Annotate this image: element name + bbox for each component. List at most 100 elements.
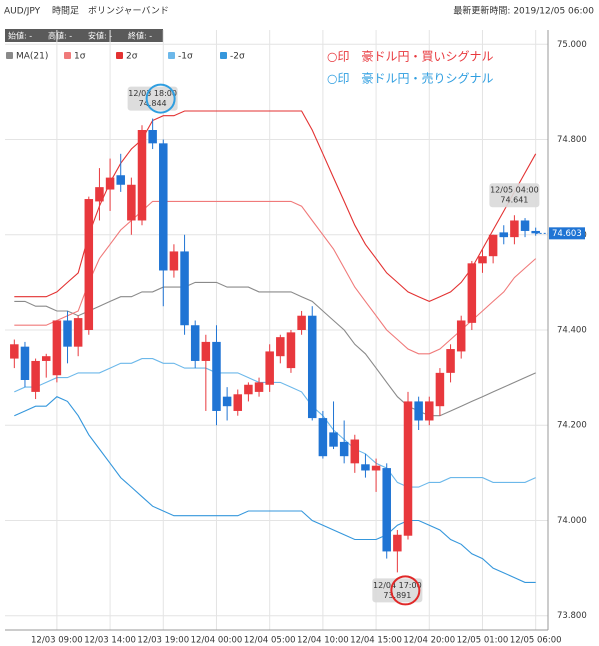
y-tick-label: 75.000 (557, 40, 587, 50)
candle-body (222, 396, 232, 407)
candle-body (510, 220, 519, 238)
x-tick-label: 12/03 19:00 (137, 636, 189, 646)
candle-body (276, 337, 285, 357)
candle-body (350, 439, 360, 464)
candle-body (10, 344, 19, 359)
callout-box (127, 86, 178, 111)
candle-body (73, 318, 83, 347)
update-time: 最新更新時間: 2019/12/05 06:00 (453, 5, 594, 17)
x-tick-label: 12/03 09:00 (31, 636, 83, 646)
last-price-label: 74.603 (552, 229, 582, 239)
legend-label: MA(21) (16, 52, 48, 62)
candle-body (254, 382, 264, 392)
candle-body (520, 220, 530, 231)
legend-label: 2σ (126, 52, 138, 62)
candle-body (180, 251, 189, 326)
candle-body (286, 332, 296, 369)
legend-label: 1σ (74, 52, 86, 62)
band-line (14, 281, 536, 417)
band-line (14, 200, 537, 355)
candle-body (31, 360, 40, 392)
candle-body (137, 130, 147, 221)
candle-body (265, 351, 274, 385)
candle-body (478, 256, 487, 264)
legend-swatch (6, 52, 13, 59)
candle-body (233, 394, 243, 411)
signal-note: ○印 豪ドル円・買いシグナル (327, 49, 493, 64)
candle-body (339, 441, 349, 457)
band-line (14, 358, 536, 488)
candle-body (20, 346, 30, 380)
candle-body (371, 465, 381, 471)
candle-body (382, 468, 391, 552)
y-tick-label: 74.000 (557, 516, 587, 526)
candle-body (307, 315, 317, 419)
callout-price: 73.891 (383, 591, 411, 600)
signal-circle (390, 575, 421, 606)
callout-price: 74.641 (500, 196, 528, 205)
y-tick-label: 73.800 (557, 611, 587, 621)
info-label: 高値: - (48, 31, 72, 41)
x-tick-label: 12/04 00:00 (191, 636, 243, 646)
legend-label: -2σ (230, 52, 245, 62)
callout-time: 12/05 04:00 (490, 186, 539, 195)
info-label: 終値: - (128, 31, 152, 41)
candle-body (456, 320, 466, 352)
callout-time: 12/03 18:00 (128, 89, 177, 98)
x-tick-label: 12/04 20:00 (403, 636, 455, 646)
candle-body (190, 325, 200, 361)
legend-swatch (168, 52, 175, 59)
chart-title: AUD/JPY (4, 7, 41, 17)
candle-body (84, 199, 94, 330)
x-tick-label: 12/05 01:00 (457, 636, 509, 646)
candle-body (414, 401, 423, 421)
candle-body (467, 263, 477, 323)
signal-circle (145, 83, 176, 114)
candle-body (393, 534, 402, 552)
info-label: 始値: - (8, 31, 32, 41)
callout-price: 74.844 (139, 99, 167, 108)
candle-body (488, 234, 498, 257)
last-price-box (549, 227, 585, 240)
candle-body (446, 349, 455, 373)
candle-body (105, 177, 115, 190)
legend-swatch (64, 52, 71, 59)
candle-body (201, 341, 211, 361)
x-tick-label: 12/03 14:00 (84, 636, 136, 646)
candle-body (425, 401, 434, 421)
candle-body (403, 401, 413, 536)
callout-box (489, 183, 540, 208)
legend-label: -1σ (178, 52, 193, 62)
candle-body (499, 232, 509, 238)
candle-body (41, 356, 51, 361)
x-tick-label: 12/04 05:00 (244, 636, 296, 646)
candle-body (95, 187, 104, 202)
x-tick-label: 12/05 06:00 (510, 636, 562, 646)
y-tick-label: 74.400 (557, 326, 587, 336)
candle-body (244, 384, 253, 395)
candle-body (297, 315, 306, 330)
candle-body (361, 464, 370, 471)
candle-body (531, 230, 540, 234)
legend-swatch (220, 52, 227, 59)
candle-body (435, 372, 445, 407)
signal-note: ○印 豪ドル円・売りシグナル (327, 71, 493, 86)
info-label: 安値: - (88, 31, 112, 41)
y-tick-label: 74.200 (557, 421, 587, 431)
candle-body (212, 341, 221, 411)
candle-body (52, 320, 62, 376)
candle-body (63, 320, 72, 347)
candle-body (169, 251, 179, 271)
candle-body (318, 418, 328, 457)
y-tick-label: 74.800 (557, 135, 587, 145)
callout-box (372, 578, 423, 603)
candle-body (127, 184, 136, 221)
x-tick-label: 12/04 15:00 (350, 636, 402, 646)
chart-subtitle: 時間足 ボリンジャーバンド (52, 6, 169, 17)
candle-body (116, 175, 125, 185)
info-bar (5, 29, 163, 42)
x-tick-label: 12/04 10:00 (297, 636, 349, 646)
candle-body (159, 143, 168, 271)
candle-body (148, 130, 157, 144)
